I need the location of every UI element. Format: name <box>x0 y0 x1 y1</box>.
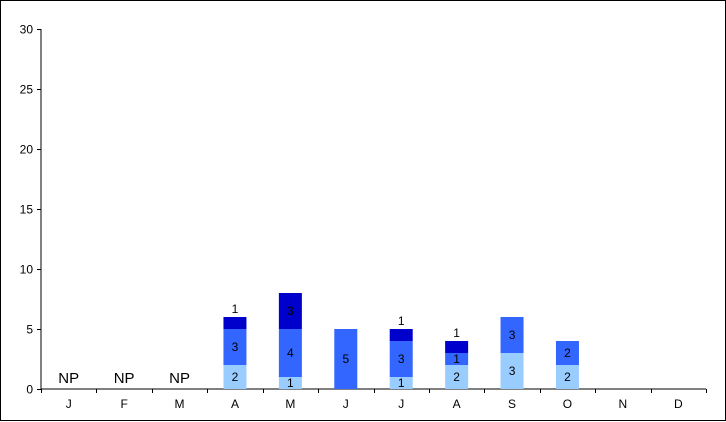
bar-segment <box>500 353 524 389</box>
bars <box>223 293 579 389</box>
x-tick-label: F <box>120 397 127 411</box>
x-tick-label: A <box>453 397 461 411</box>
x-tick-label: J <box>343 397 349 411</box>
x-tick-label: J <box>398 397 404 411</box>
bar-data-label: 1 <box>453 326 460 340</box>
x-tick-label: M <box>175 397 185 411</box>
bar-data-label: 2 <box>564 370 571 384</box>
y-tick-label: 20 <box>20 143 34 157</box>
bar-segment <box>555 365 579 389</box>
x-tick-label: M <box>285 397 295 411</box>
np-annotation: NP <box>169 370 190 387</box>
np-annotation: NP <box>58 370 79 387</box>
bar-data-label: 3 <box>509 364 516 378</box>
bar-segment <box>223 317 247 329</box>
bar-data-label: 5 <box>342 352 349 366</box>
bar-data-label: 2 <box>453 370 460 384</box>
np-annotation: NP <box>114 370 135 387</box>
bar-data-label: 3 <box>398 352 405 366</box>
bar-segment <box>389 377 413 389</box>
bar-data-label: 3 <box>287 304 294 318</box>
bar-data-label: 1 <box>232 302 239 316</box>
bar-segment <box>445 353 469 365</box>
bar-segment <box>278 293 302 329</box>
x-tick-label: O <box>563 397 572 411</box>
bar-segment <box>223 329 247 365</box>
bar-data-label: 1 <box>453 352 460 366</box>
x-tick-label: J <box>66 397 72 411</box>
bar-segment <box>555 341 579 365</box>
bar-segment <box>334 329 358 389</box>
y-tick-label: 15 <box>20 203 34 217</box>
bar-segment <box>278 329 302 377</box>
bar-data-label: 2 <box>232 370 239 384</box>
bar-segment <box>500 317 524 353</box>
bar-segment <box>389 329 413 341</box>
bar-segment <box>445 365 469 389</box>
data-labels: 2 3 1 1 4 3 5 1 3 1 2 1 1 3 3 2 2 NP NP NP <box>58 302 571 390</box>
bar-data-label: 1 <box>287 376 294 390</box>
y-tick-label: 5 <box>26 323 33 337</box>
x-tick-label: N <box>619 397 628 411</box>
bar-data-label: 3 <box>509 328 516 342</box>
y-tick-label: 30 <box>20 23 34 37</box>
bar-data-label: 1 <box>398 376 405 390</box>
bar-data-label: 1 <box>398 314 405 328</box>
bar-data-label: 3 <box>232 340 239 354</box>
bar-segment <box>445 341 469 353</box>
y-tick-label: 0 <box>26 383 33 397</box>
bar-segment <box>278 377 302 389</box>
x-tick-label: A <box>231 397 239 411</box>
x-tick-label: S <box>508 397 516 411</box>
bar-data-label: 2 <box>564 346 571 360</box>
y-tick-label: 10 <box>20 263 34 277</box>
y-tick-label: 25 <box>20 83 34 97</box>
bar-segment <box>223 365 247 389</box>
bar-segment <box>389 341 413 377</box>
x-tick-label: D <box>674 397 683 411</box>
bar-data-label: 4 <box>287 346 294 360</box>
